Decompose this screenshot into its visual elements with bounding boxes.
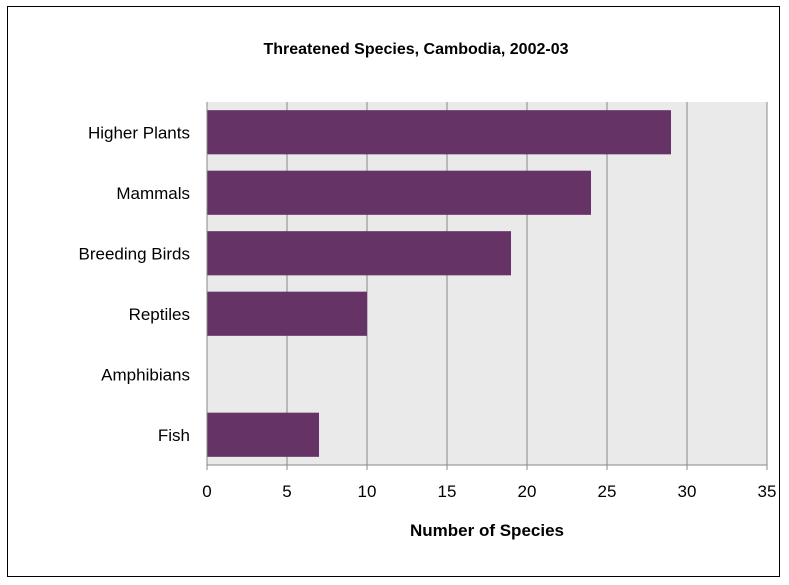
bars [207,110,671,457]
chart-title: Threatened Species, Cambodia, 2002-03 [263,41,568,58]
plot-area [207,102,767,465]
category-label: Reptiles [129,305,190,324]
category-labels: Higher Plants Mammals Breeding Birds Reptil… [78,123,190,445]
bar [207,170,591,215]
x-tick-label: 30 [678,482,697,501]
bar [207,412,319,457]
gridlines [206,102,768,470]
bar [207,291,367,336]
category-label: Mammals [116,184,190,203]
x-tick-label: 0 [202,482,211,501]
category-label: Amphibians [101,365,190,384]
x-tick-label: 20 [518,482,537,501]
bar [207,231,511,276]
x-axis-title: Number of Species [410,521,564,540]
x-tick-label: 25 [598,482,617,501]
x-tick-label: 5 [282,482,291,501]
x-tick-labels: 0 5 10 15 20 25 30 35 [202,482,776,501]
category-label: Higher Plants [88,123,190,142]
category-label: Breeding Birds [78,244,190,263]
category-label: Fish [158,426,190,445]
x-tick-label: 15 [438,482,457,501]
bar [207,110,671,155]
x-tick-label: 10 [358,482,377,501]
x-tick-label: 35 [758,482,777,501]
